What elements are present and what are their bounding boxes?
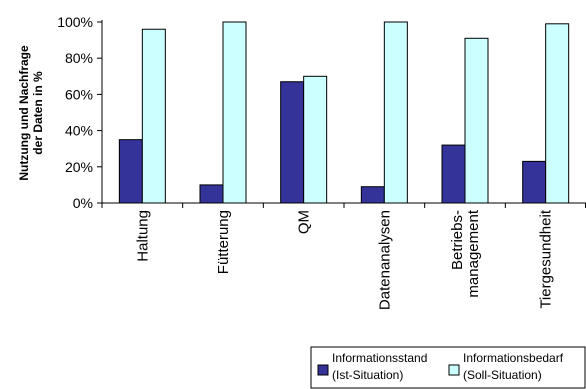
bar-soll	[546, 24, 569, 203]
bar-soll	[223, 22, 246, 203]
legend-label: (Ist-Situation)	[332, 368, 403, 382]
y-axis-label-line: der Daten in %	[31, 71, 45, 155]
legend: Informationsstand (Ist-Situation) Informat…	[311, 347, 585, 388]
bar-soll	[142, 29, 165, 203]
axes	[102, 20, 586, 208]
x-tick-label: Tiergesundheit	[538, 209, 555, 309]
y-tick-label: 80%	[65, 50, 93, 66]
x-axis-labels: Haltung Fütterung QM Datenanalysen Betriebs-…	[134, 209, 554, 310]
y-tick-label: 20%	[65, 159, 93, 175]
bars	[119, 22, 568, 203]
x-tick-label: QM	[296, 210, 313, 234]
bar-ist	[119, 140, 142, 203]
y-axis-label-line: Nutzung und Nachfrage	[17, 45, 31, 181]
x-tick-label: Fütterung	[215, 210, 232, 274]
bar-ist	[200, 185, 223, 203]
y-tick-label: 0%	[73, 195, 93, 211]
bar-ist	[281, 82, 304, 203]
bar-soll	[465, 38, 488, 203]
bar-soll	[304, 76, 327, 203]
legend-swatch	[318, 365, 328, 375]
x-tick-label: management	[465, 209, 482, 297]
legend-label: Informationsstand	[332, 351, 427, 365]
y-tick-label: 60%	[65, 86, 93, 102]
legend-label: (Soll-Situation)	[463, 368, 542, 382]
bar-ist	[442, 145, 465, 203]
legend-swatch	[449, 365, 459, 375]
bar-soll	[384, 22, 407, 203]
legend-label: Informationsbedarf	[463, 351, 564, 365]
x-tick-label: Haltung	[134, 210, 151, 262]
x-tick-label: Betriebs-	[449, 210, 466, 270]
bar-ist	[523, 161, 546, 203]
x-tick-label: Datenanalysen	[376, 210, 393, 310]
y-axis-ticks: 0% 20% 40% 60% 80% 100%	[57, 14, 102, 211]
y-tick-label: 40%	[65, 123, 93, 139]
y-tick-label: 100%	[57, 14, 93, 30]
y-axis-label: Nutzung und Nachfrage der Daten in %	[17, 45, 45, 181]
bar-ist	[361, 187, 384, 203]
